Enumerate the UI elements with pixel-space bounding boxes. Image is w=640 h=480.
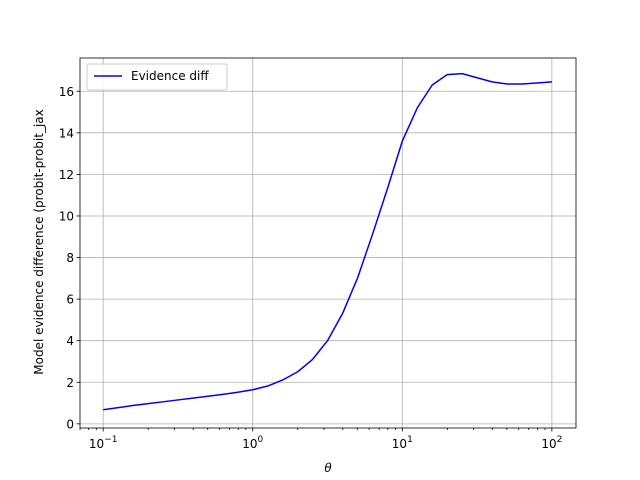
y-tick-label: 0 (66, 417, 74, 431)
grid (80, 58, 576, 428)
y-tick-label: 12 (59, 168, 74, 182)
y-tick-label: 4 (66, 334, 74, 348)
y-axis-label: Model evidence difference (probit-probit… (32, 109, 46, 375)
y-axis-ticks: 0 2 4 6 8 10 12 14 16 (59, 85, 80, 431)
x-tick-label: 10−1 (89, 435, 118, 451)
y-tick-label: 6 (66, 293, 74, 307)
x-tick-label: 101 (392, 435, 413, 451)
y-tick-label: 2 (66, 376, 74, 390)
y-tick-label: 8 (66, 251, 74, 265)
legend-label-evidence-diff: Evidence diff (131, 69, 209, 83)
y-tick-label: 14 (59, 126, 74, 140)
x-tick-label: 100 (242, 435, 263, 451)
x-axis-label: θ (324, 461, 332, 475)
series-layer (103, 72, 552, 411)
legend-box (86, 63, 228, 91)
x-axis-ticks: 10−1 100 101 102 (79, 428, 562, 451)
legend: Evidence diff (86, 63, 228, 91)
y-tick-label: 16 (59, 85, 74, 99)
x-tick-label: 102 (541, 435, 562, 451)
y-tick-label: 10 (59, 209, 74, 223)
plot-frame (79, 57, 577, 429)
series-line-evidence-diff (103, 72, 552, 411)
